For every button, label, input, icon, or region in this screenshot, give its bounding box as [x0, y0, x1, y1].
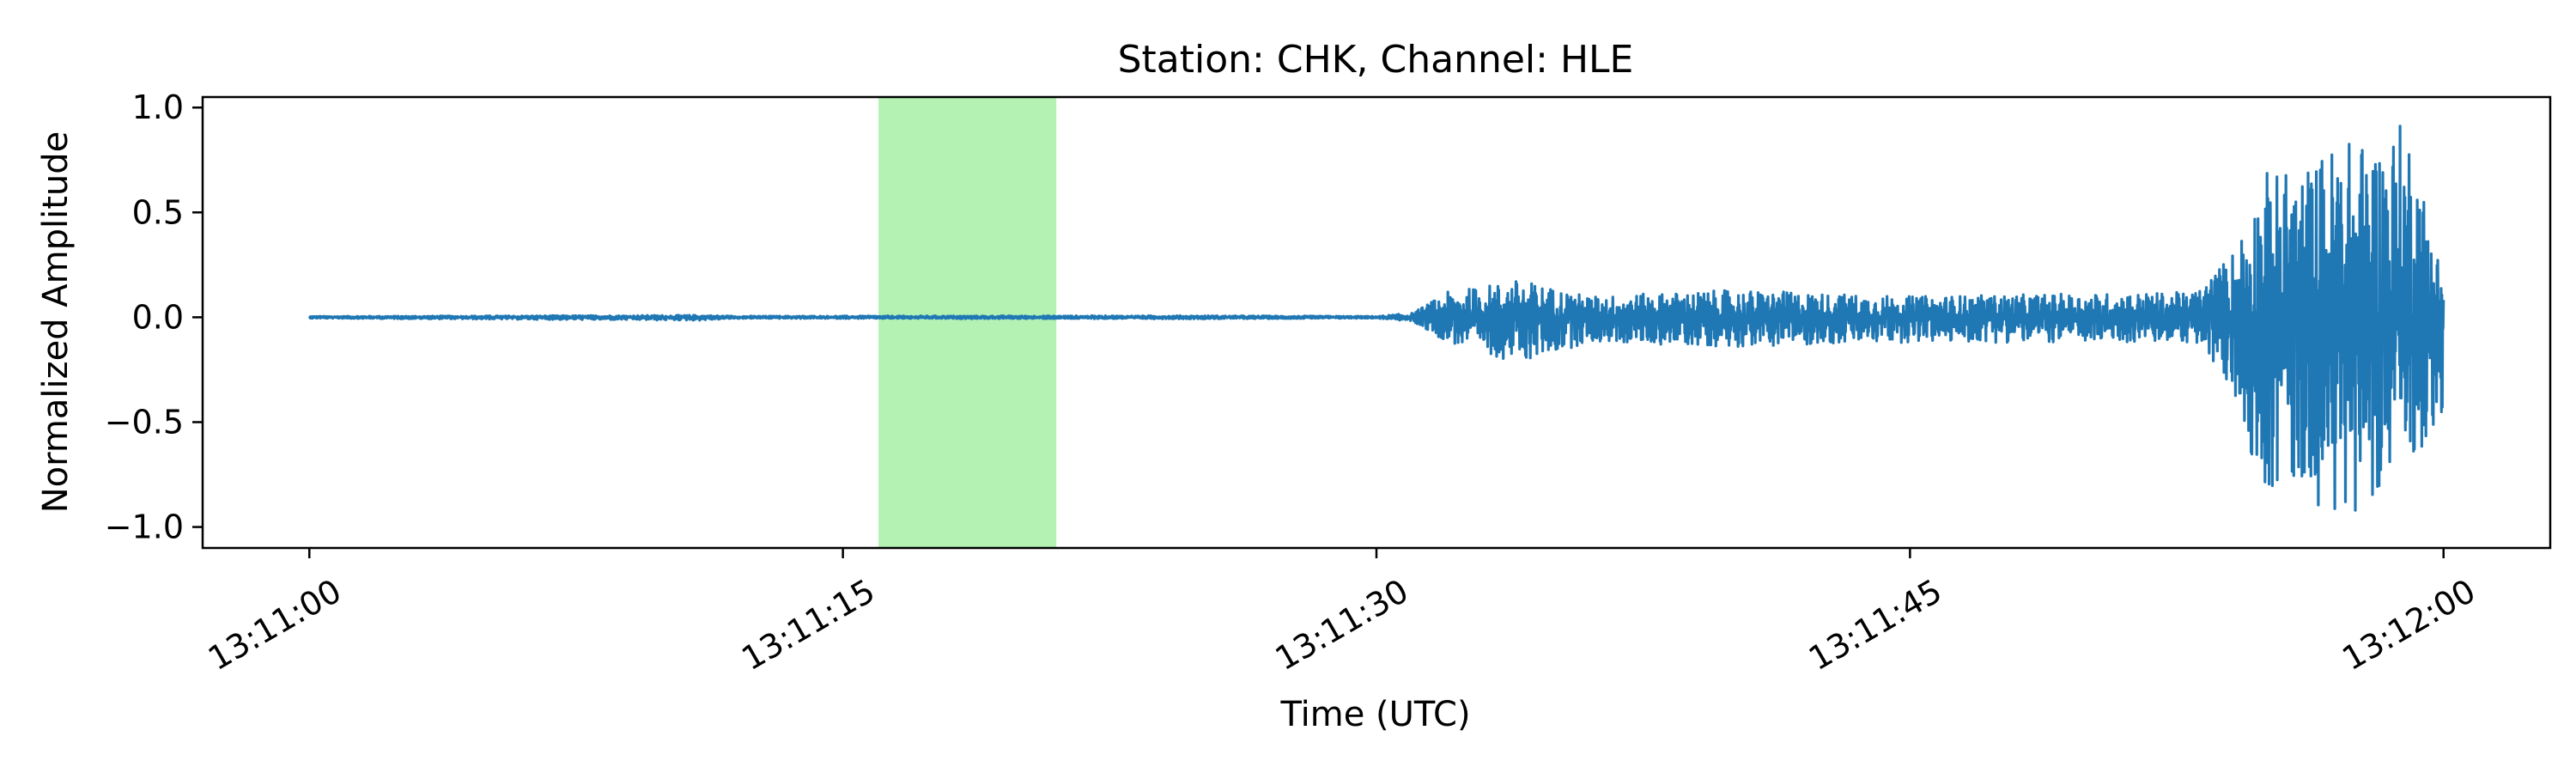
highlight-window [878, 97, 1057, 548]
plot-area [307, 97, 2445, 548]
chart-title: Station: CHK, Channel: HLE [1118, 38, 1634, 82]
waveform-line [307, 125, 2445, 512]
y-tick-label: −1.0 [105, 508, 184, 546]
y-axis-label: Normalized Amplitude [36, 131, 76, 514]
y-axis: 1.0 0.5 0.0 −0.5 −1.0 [105, 88, 203, 546]
y-tick-label: −0.5 [105, 403, 184, 441]
x-axis-label: Time (UTC) [1279, 695, 1470, 734]
y-tick-label: 0.0 [132, 298, 184, 336]
y-tick-label: 0.5 [132, 193, 184, 231]
y-tick-label: 1.0 [132, 88, 184, 126]
